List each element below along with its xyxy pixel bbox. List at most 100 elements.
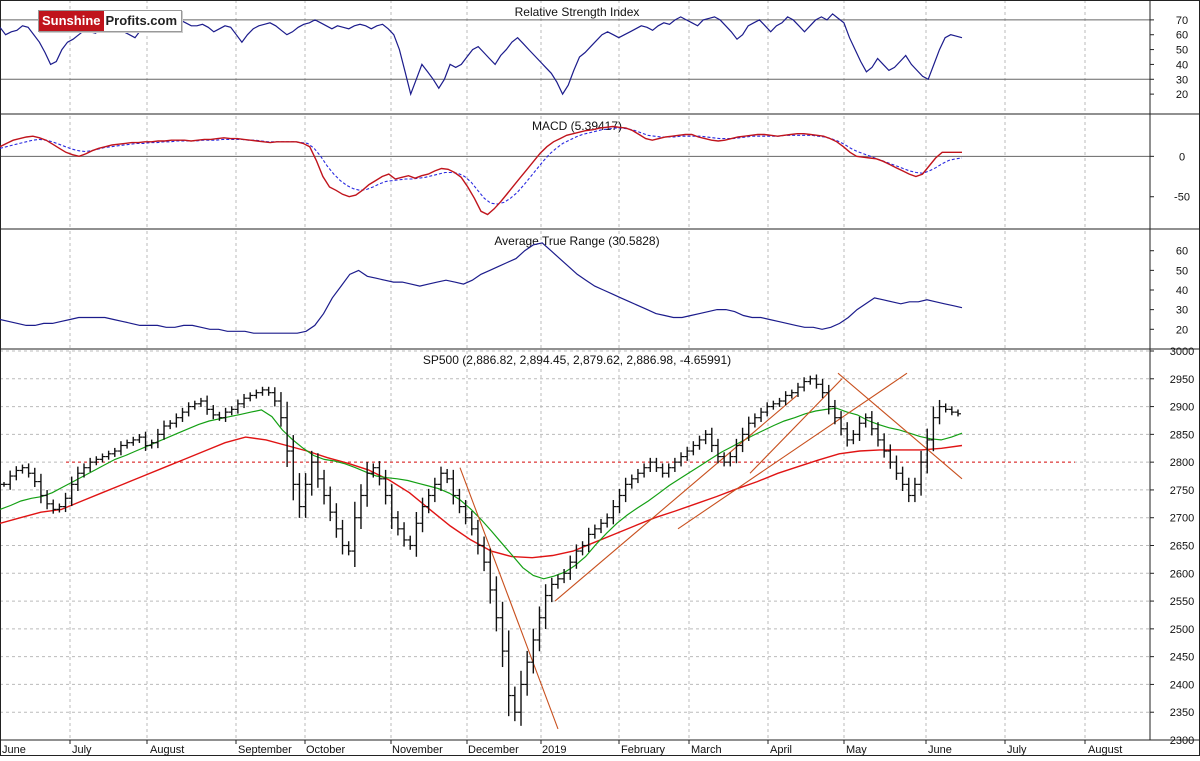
price-bar [19,464,26,474]
price-bar [665,463,672,478]
y-tick-label: 2350 [1170,707,1194,719]
y-tick-label: 60 [1176,246,1188,258]
price-bar [585,527,592,553]
moving-average-slow [0,436,963,559]
price-bar [105,450,112,460]
price-bar [548,577,555,603]
price-bar [154,428,161,449]
y-tick-label: 3000 [1170,346,1194,358]
price-bar [924,428,931,474]
price-bar [444,468,451,484]
x-tick-label: November [392,744,443,756]
price-bar [265,386,272,396]
price-bar [117,441,124,456]
sp500-title: SP500 (2,886.82, 2,894.45, 2,879.62, 2,8… [423,353,731,367]
panel-titles: Relative Strength Index MACD (5.39417) A… [423,5,731,367]
price-bar [425,488,432,514]
price-bar [930,406,937,452]
price-bar [899,466,906,491]
y-tick-label: 2550 [1170,596,1194,608]
price-bars [1,374,961,726]
price-bar [234,399,241,414]
price-bar [345,541,352,556]
price-bar [782,391,789,406]
price-bar [714,438,721,464]
price-bar [327,486,334,522]
price-bar [733,438,740,464]
price-bar [302,473,309,518]
price-bar [653,457,660,472]
price-bar [641,463,648,478]
price-bar [893,455,900,480]
y-tick-label: -50 [1174,192,1190,204]
price-bar [702,430,709,445]
price-bar [561,569,568,584]
price-bar [862,413,869,428]
price-bar [739,427,746,453]
price-bar [807,375,814,385]
price-bar [948,406,955,416]
y-tick-label: 30 [1176,305,1188,317]
price-bar [794,382,801,397]
price-bar [259,386,266,396]
price-bar [610,499,617,525]
price-bar [222,407,229,422]
price-bar [813,374,820,389]
y-tick-label: 0 [1179,151,1185,163]
atr-title: Average True Range (30.5828) [494,234,659,248]
price-bar [856,416,863,441]
y-tick-label: 60 [1176,30,1188,42]
y-tick-label: 2500 [1170,624,1194,636]
price-bar [7,470,14,490]
price-bar [936,399,943,425]
x-tick-label: July [1007,744,1027,756]
price-bar [253,389,260,399]
macd-title: MACD (5.39417) [532,119,622,133]
axis-ticks: 20 30 40 50 60 70 -50 0 20 30 40 50 60 2300 2350 2400 24… [1150,15,1194,747]
price-bar [751,413,758,428]
y-tick-label: 40 [1176,285,1188,297]
price-bar [708,427,715,453]
trendline [459,467,559,730]
price-bar [776,397,783,407]
price-bar [456,488,463,514]
price-bar [604,513,611,528]
price-bar [825,384,832,415]
price-bar [401,522,408,547]
price-bar [770,400,777,410]
price-bar [493,576,500,632]
price-bar [573,544,580,569]
price-bar [801,377,808,392]
price-bar [290,435,297,501]
price-bar [388,484,395,529]
price-bar [173,413,180,428]
y-tick-label: 2900 [1170,402,1194,414]
y-tick-label: 30 [1176,74,1188,86]
price-bar [634,468,641,484]
price-bar [339,519,346,555]
price-bar [167,420,174,430]
price-bar [161,420,168,440]
price-bar [204,395,211,415]
price-bar [918,450,925,496]
y-tick-label: 2700 [1170,513,1194,525]
x-tick-label: June [2,744,26,756]
price-bar [505,630,512,717]
price-bar [31,467,38,488]
price-bar [364,461,371,507]
price-bar [216,411,223,421]
price-bar [333,503,340,538]
price-bar [56,503,63,513]
price-bar [136,434,143,444]
price-bar [567,555,574,580]
price-bar [357,484,364,529]
y-tick-label: 2450 [1170,652,1194,664]
price-bar [671,457,678,472]
price-bar [831,399,838,425]
x-tick-label: September [238,744,292,756]
y-tick-label: 2650 [1170,541,1194,553]
price-bar [111,447,118,457]
price-bar [874,422,881,447]
price-bar [530,628,537,674]
